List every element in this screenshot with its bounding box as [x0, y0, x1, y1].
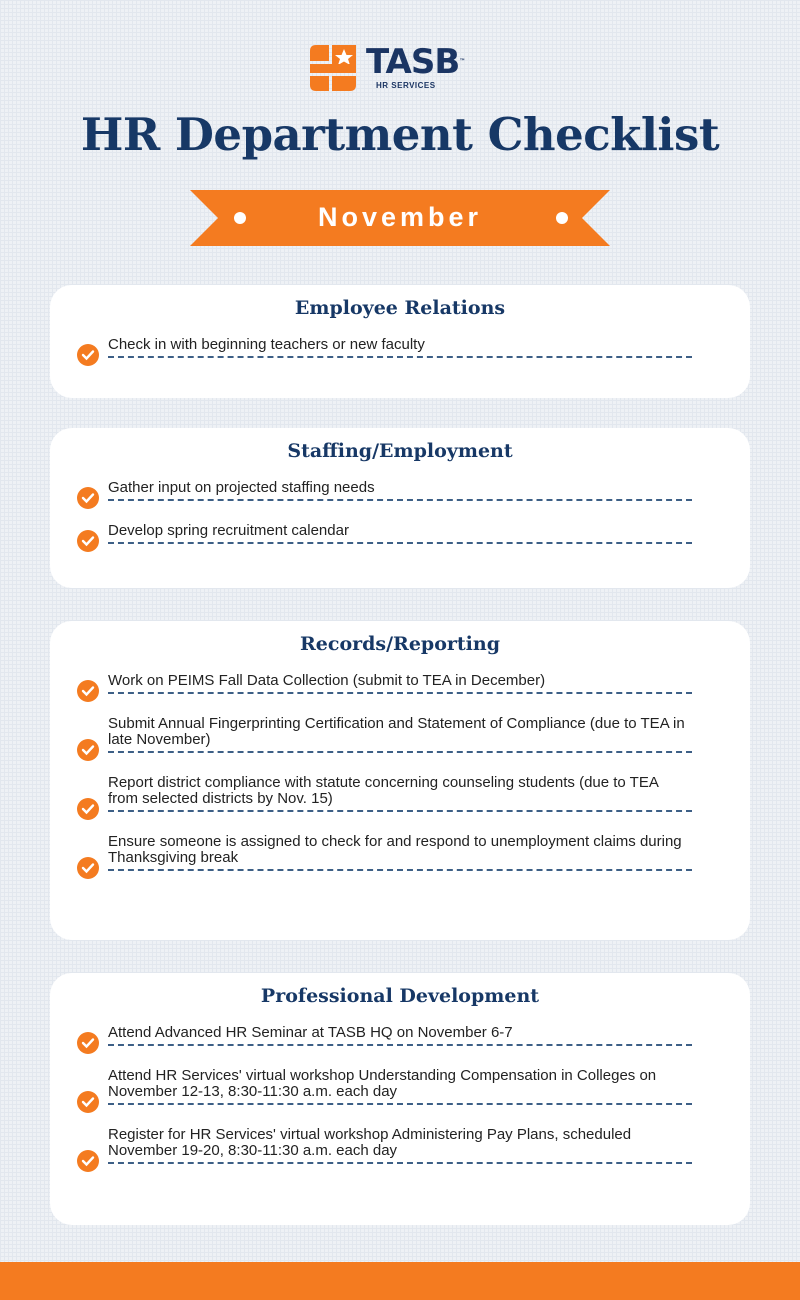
checklist-item: Ensure someone is assigned to check for …: [77, 830, 692, 879]
item-text: Attend Advanced HR Seminar at TASB HQ on…: [108, 1024, 513, 1041]
section-title: Employee Relations: [294, 297, 506, 319]
item-text: Develop spring recruitment calendar: [108, 522, 349, 539]
footer-bar: [0, 1262, 800, 1300]
section-title: Professional Development: [260, 985, 540, 1007]
checkmark-icon: [77, 1150, 99, 1172]
checkmark-icon: [77, 798, 99, 820]
item-text: Work on PEIMS Fall Data Collection (subm…: [108, 672, 546, 689]
checkmark-icon: [77, 680, 99, 702]
checklist-section: Records/Reporting Work on PEIMS Fall Data…: [50, 621, 750, 940]
checklist-item: Register for HR Services' virtual worksh…: [77, 1123, 692, 1172]
checklist-item: Check in with beginning teachers or new …: [77, 333, 692, 366]
item-text: Gather input on projected staffing needs: [108, 479, 375, 496]
month-banner: November: [190, 190, 610, 246]
checkmark-icon: [77, 487, 99, 509]
logo-tm: ™: [459, 58, 465, 65]
checklist-item: Attend Advanced HR Seminar at TASB HQ on…: [77, 1021, 692, 1054]
checklist-item: Gather input on projected staffing needs: [77, 476, 692, 509]
item-text: Report district compliance with statute …: [108, 774, 659, 807]
section-title: Staffing/Employment: [287, 440, 513, 462]
checkmark-icon: [77, 1032, 99, 1054]
month-label: November: [317, 202, 483, 232]
checklist-item: Report district compliance with statute …: [77, 771, 692, 820]
tasb-logo: TASB™ HR SERVICES: [310, 42, 465, 91]
item-text: Attend HR Services' virtual workshop Und…: [108, 1067, 657, 1100]
item-text: Submit Annual Fingerprinting Certificati…: [108, 715, 685, 748]
checklist-section: Professional Development Attend Advanced …: [50, 973, 750, 1225]
checklist-item: Work on PEIMS Fall Data Collection (subm…: [77, 669, 692, 702]
checklist-section: Staffing/Employment Gather input on proje…: [50, 428, 750, 588]
logo-name: TASB: [366, 42, 460, 82]
logo-mark-icon: [310, 45, 356, 91]
checkmark-icon: [77, 344, 99, 366]
item-text: Check in with beginning teachers or new …: [108, 336, 425, 353]
checkmark-icon: [77, 857, 99, 879]
item-text: Ensure someone is assigned to check for …: [108, 833, 682, 866]
item-text: Register for HR Services' virtual worksh…: [108, 1126, 632, 1159]
checkmark-icon: [77, 530, 99, 552]
logo-subtitle: HR SERVICES: [376, 81, 436, 90]
checklist-item: Attend HR Services' virtual workshop Und…: [77, 1064, 692, 1113]
checkmark-icon: [77, 1091, 99, 1113]
checklist-item: Submit Annual Fingerprinting Certificati…: [77, 712, 692, 761]
checklist-item: Develop spring recruitment calendar: [77, 519, 692, 552]
checklist-section: Employee Relations Check in with beginnin…: [50, 285, 750, 398]
section-title: Records/Reporting: [300, 633, 500, 655]
page-title: HR Department Checklist: [80, 108, 720, 161]
checkmark-icon: [77, 739, 99, 761]
